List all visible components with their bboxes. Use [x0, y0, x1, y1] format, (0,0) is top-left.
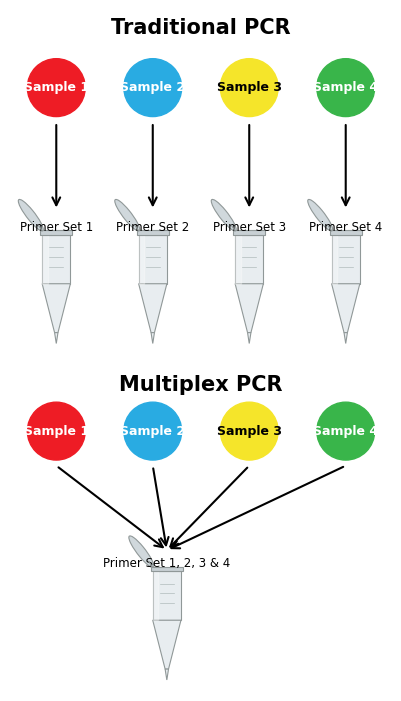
Ellipse shape	[124, 402, 181, 460]
Ellipse shape	[211, 199, 236, 231]
Polygon shape	[247, 332, 250, 343]
Polygon shape	[235, 284, 263, 332]
Text: Primer Set 3: Primer Set 3	[212, 221, 285, 234]
Ellipse shape	[115, 199, 140, 231]
Polygon shape	[152, 571, 158, 620]
Polygon shape	[137, 231, 168, 235]
Polygon shape	[41, 231, 72, 235]
Text: Sample 4: Sample 4	[312, 425, 377, 437]
Text: Primer Set 1: Primer Set 1	[20, 221, 93, 234]
Polygon shape	[165, 669, 168, 680]
Polygon shape	[235, 235, 240, 284]
Ellipse shape	[220, 402, 277, 460]
Text: Primer Set 4: Primer Set 4	[308, 221, 381, 234]
Polygon shape	[42, 235, 70, 284]
Polygon shape	[55, 332, 58, 343]
Polygon shape	[152, 620, 180, 669]
Polygon shape	[233, 231, 264, 235]
Text: Sample 3: Sample 3	[216, 425, 281, 437]
Polygon shape	[138, 235, 144, 284]
Text: Sample 2: Sample 2	[120, 425, 185, 437]
Text: Primer Set 2: Primer Set 2	[116, 221, 189, 234]
Text: Traditional PCR: Traditional PCR	[111, 18, 290, 38]
Polygon shape	[235, 235, 263, 284]
Polygon shape	[331, 235, 359, 284]
Text: Sample 3: Sample 3	[216, 81, 281, 94]
Ellipse shape	[220, 59, 277, 116]
Polygon shape	[138, 235, 166, 284]
Ellipse shape	[27, 59, 85, 116]
Ellipse shape	[316, 59, 374, 116]
Polygon shape	[331, 284, 359, 332]
Text: Sample 2: Sample 2	[120, 81, 185, 94]
Ellipse shape	[316, 402, 374, 460]
Ellipse shape	[27, 402, 85, 460]
Polygon shape	[152, 571, 180, 620]
Polygon shape	[343, 332, 346, 343]
Polygon shape	[151, 332, 154, 343]
Polygon shape	[42, 284, 70, 332]
Ellipse shape	[307, 199, 332, 231]
Ellipse shape	[124, 59, 181, 116]
Text: Sample 1: Sample 1	[24, 425, 89, 437]
Text: Multiplex PCR: Multiplex PCR	[119, 375, 282, 395]
Polygon shape	[42, 235, 48, 284]
Polygon shape	[329, 231, 360, 235]
Ellipse shape	[18, 199, 43, 231]
Text: Sample 1: Sample 1	[24, 81, 89, 94]
Text: Sample 4: Sample 4	[312, 81, 377, 94]
Polygon shape	[138, 284, 166, 332]
Polygon shape	[331, 235, 336, 284]
Ellipse shape	[129, 536, 154, 567]
Polygon shape	[151, 567, 182, 571]
Text: Primer Set 1, 2, 3 & 4: Primer Set 1, 2, 3 & 4	[103, 557, 230, 571]
